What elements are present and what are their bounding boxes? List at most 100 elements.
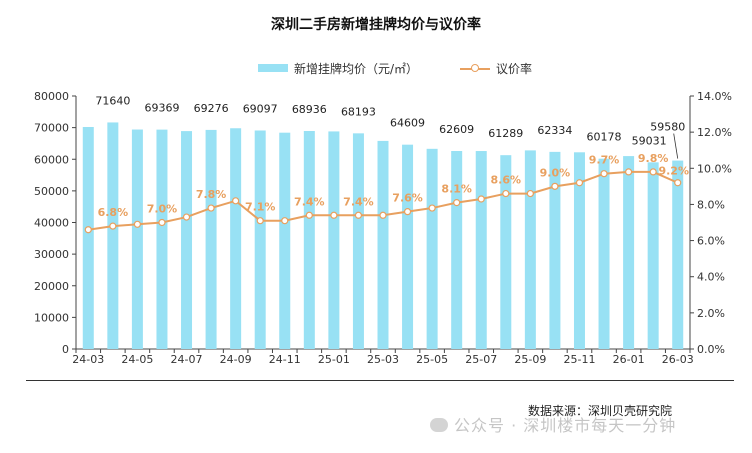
price-data-label: 69097	[243, 102, 278, 115]
y-tick-right-label: 10.0%	[697, 162, 732, 175]
rate-point	[379, 211, 387, 219]
price-data-label: 61289	[488, 127, 523, 140]
x-tick-label: 25-05	[416, 353, 448, 366]
rate-point	[305, 211, 313, 219]
rate-point	[281, 217, 289, 225]
y-tick-left-label: 30000	[34, 248, 69, 261]
rate-data-label: 9.2%	[658, 165, 689, 178]
y-tick-left-label: 20000	[34, 280, 69, 293]
price-bar	[352, 133, 364, 349]
price-bar	[377, 140, 389, 349]
y-tick-left-label: 70000	[34, 122, 69, 135]
rate-point	[600, 170, 608, 178]
price-bar	[524, 150, 536, 349]
price-bar	[181, 131, 193, 349]
x-tick-label: 25-09	[514, 353, 546, 366]
wechat-icon	[430, 418, 448, 432]
legend-label-rate: 议价率	[496, 62, 533, 76]
price-bar	[500, 155, 512, 349]
price-bar	[426, 148, 438, 349]
chart-title: 深圳二手房新增挂牌均价与议价率	[271, 17, 481, 33]
rate-point	[502, 189, 510, 198]
price-bar	[131, 129, 143, 349]
rate-point	[526, 189, 534, 198]
y-tick-left-label: 60000	[34, 153, 69, 166]
price-bar	[475, 151, 487, 349]
rate-point	[232, 197, 240, 205]
price-data-label: 60178	[587, 131, 622, 144]
divider	[26, 380, 734, 381]
price-bar	[328, 131, 340, 349]
price-data-label: 64609	[390, 117, 425, 130]
x-tick-label: 25-11	[563, 353, 595, 366]
rate-point	[207, 204, 215, 212]
rate-data-label: 7.4%	[294, 195, 325, 208]
price-bar	[672, 160, 684, 349]
legend-line-marker	[471, 64, 479, 72]
x-tick-label: 25-01	[318, 353, 350, 366]
rate-point	[330, 211, 338, 219]
rate-data-label: 8.1%	[441, 183, 472, 196]
chart-legend: 新增挂牌均价（元/㎡） 议价率	[0, 60, 752, 78]
price-bar	[254, 130, 266, 349]
rate-data-label: 7.1%	[245, 201, 276, 214]
rate-data-label: 7.4%	[343, 195, 374, 208]
watermark-text: 公众号 · 深圳楼市每天一分钟	[454, 416, 677, 435]
y-tick-right-label: 0.0%	[697, 343, 725, 356]
y-tick-right-label: 4.0%	[697, 271, 725, 284]
rate-point	[453, 199, 461, 207]
rate-point	[649, 168, 657, 176]
price-bar	[205, 129, 217, 349]
rate-data-label: 9.0%	[540, 166, 571, 179]
price-bar	[573, 152, 585, 349]
price-bar	[82, 126, 94, 350]
price-bar	[230, 128, 242, 349]
x-tick-label: 24-05	[121, 353, 153, 366]
rate-point	[624, 168, 633, 176]
price-data-label: 62334	[537, 124, 572, 137]
price-data-label: 59580	[650, 121, 685, 134]
rate-point	[403, 208, 412, 216]
y-tick-left-label: 80000	[34, 90, 69, 103]
price-bar	[549, 151, 561, 349]
y-tick-right-label: 2.0%	[697, 307, 725, 320]
price-bar	[279, 132, 291, 349]
rate-point	[674, 179, 682, 187]
x-tick-label: 24-07	[171, 353, 203, 366]
price-bar	[156, 129, 168, 349]
legend-label-price: 新增挂牌均价（元/㎡）	[294, 62, 419, 76]
price-label-leader	[673, 133, 679, 159]
rate-point	[477, 195, 485, 203]
rate-point	[158, 218, 166, 227]
x-tick-label: 25-07	[465, 353, 497, 366]
y-tick-left-label: 50000	[34, 185, 69, 198]
rate-data-label: 8.6%	[491, 174, 522, 187]
price-bar	[451, 150, 463, 349]
rate-point	[575, 179, 584, 187]
price-bar	[647, 162, 659, 349]
legend-bar-swatch	[258, 64, 288, 72]
rate-point	[428, 204, 436, 212]
y-tick-left-label: 40000	[34, 217, 69, 230]
rate-point	[182, 213, 191, 221]
rate-point	[133, 220, 141, 228]
rate-data-label: 7.6%	[392, 192, 423, 205]
price-bar	[598, 158, 610, 349]
x-tick-label: 24-11	[269, 353, 301, 366]
x-tick-label: 26-03	[662, 353, 694, 366]
price-data-label: 71640	[95, 94, 130, 107]
rate-data-label: 6.8%	[98, 206, 129, 219]
y-tick-right-label: 14.0%	[697, 90, 732, 103]
y-tick-right-label: 12.0%	[697, 126, 732, 139]
price-bar	[107, 122, 119, 349]
rate-point	[256, 217, 264, 225]
rate-point	[84, 226, 92, 234]
price-bar	[402, 144, 414, 349]
price-data-label: 62609	[439, 123, 474, 136]
x-tick-label: 25-03	[367, 353, 399, 366]
price-data-label: 69276	[194, 102, 229, 115]
rate-point	[551, 182, 559, 190]
price-data-label: 59031	[632, 134, 667, 147]
rate-data-label: 7.0%	[147, 203, 178, 216]
